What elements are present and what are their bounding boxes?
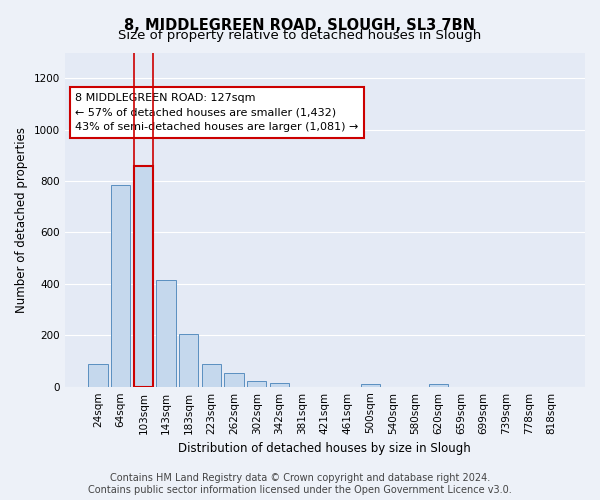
Bar <box>157 280 176 386</box>
Bar <box>202 364 221 386</box>
Bar <box>111 185 130 386</box>
Text: Contains HM Land Registry data © Crown copyright and database right 2024.
Contai: Contains HM Land Registry data © Crown c… <box>88 474 512 495</box>
Bar <box>270 383 289 386</box>
Bar <box>134 166 153 386</box>
Bar <box>224 374 244 386</box>
Text: 8, MIDDLEGREEN ROAD, SLOUGH, SL3 7BN: 8, MIDDLEGREEN ROAD, SLOUGH, SL3 7BN <box>125 18 476 32</box>
X-axis label: Distribution of detached houses by size in Slough: Distribution of detached houses by size … <box>178 442 471 455</box>
Y-axis label: Number of detached properties: Number of detached properties <box>15 126 28 312</box>
Text: 8 MIDDLEGREEN ROAD: 127sqm
← 57% of detached houses are smaller (1,432)
43% of s: 8 MIDDLEGREEN ROAD: 127sqm ← 57% of deta… <box>75 92 358 132</box>
Bar <box>361 384 380 386</box>
Bar <box>88 364 107 386</box>
Bar <box>247 381 266 386</box>
Bar <box>179 334 199 386</box>
Text: Size of property relative to detached houses in Slough: Size of property relative to detached ho… <box>118 29 482 42</box>
Bar <box>428 384 448 386</box>
